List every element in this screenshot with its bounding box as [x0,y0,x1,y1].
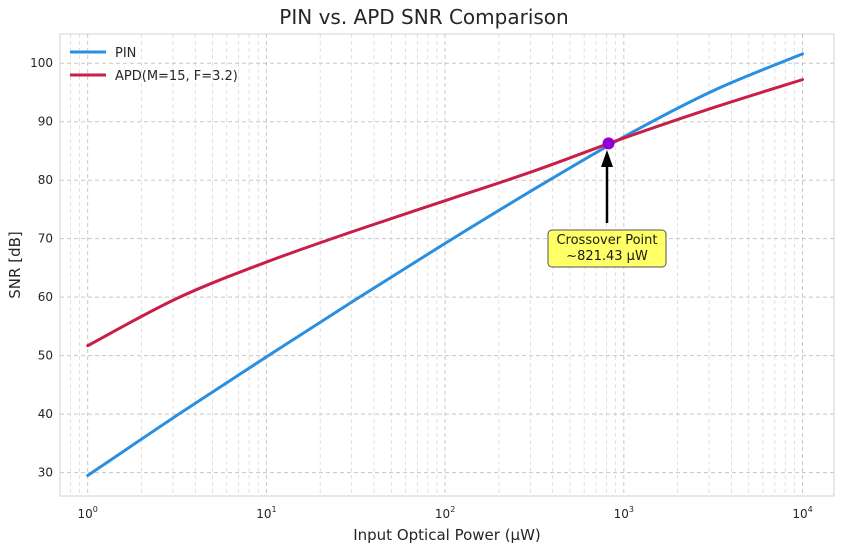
plot-frame [59,33,835,497]
pin-series-line [86,52,805,478]
y-tick-label: 60 [38,290,53,304]
x-tick-labels: 100 101 102 103 104 [77,505,812,521]
y-axis-label: SNR [dB] [6,231,24,298]
y-tick-labels: 30 40 50 60 70 80 90 100 [30,56,53,479]
x-tick-label: 100 [77,505,97,521]
annotation-box [547,229,667,268]
crossover-marker [602,137,615,150]
annotation-line-1: Crossover Point [556,233,657,248]
y-tick-label: 90 [38,115,53,129]
y-tick-label: 80 [38,173,53,187]
x-tick-label: 101 [256,505,276,521]
apd-series-line [86,78,805,348]
legend-label-apd: APD(M=15, F=3.2) [115,69,238,84]
y-tick-label: 40 [38,407,53,421]
major-grid [60,34,834,496]
y-tick-label: 70 [38,232,53,246]
x-tick-label: 102 [435,505,455,521]
annotation-line-2: ~821.43 μW [566,249,648,264]
x-axis-label: Input Optical Power (μW) [353,526,541,544]
chart-title: PIN vs. APD SNR Comparison [279,5,568,29]
x-tick-label: 104 [792,505,812,521]
annotation-arrow-head [601,150,613,167]
y-tick-label: 30 [38,466,53,480]
y-tick-label: 50 [38,349,53,363]
crossover-annotation: Crossover Point ~821.43 μW [547,137,667,268]
legend-label-pin: PIN [115,46,136,61]
legend: PIN APD(M=15, F=3.2) [70,46,238,84]
y-tick-label: 100 [30,56,53,70]
x-tick-label: 103 [614,505,634,521]
series-layer [86,52,805,478]
